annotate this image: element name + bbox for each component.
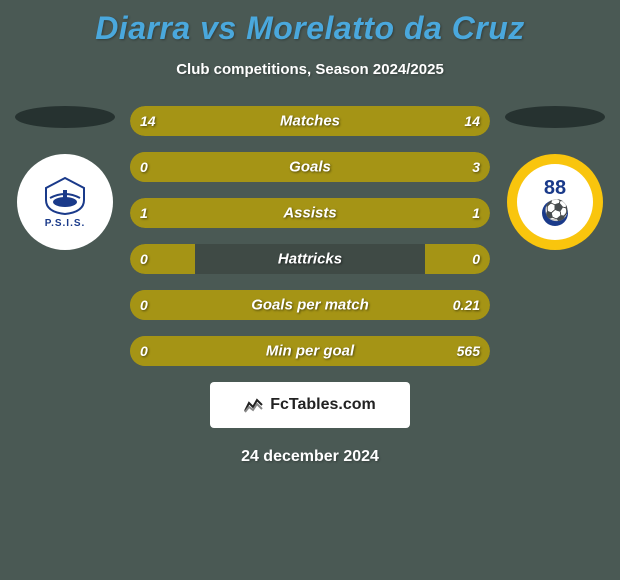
club-badge-left: P.S.I.S.: [17, 154, 113, 250]
stat-value-left: 0: [140, 297, 148, 313]
stat-label: Assists: [283, 205, 336, 222]
chart-icon: [244, 397, 264, 413]
comparison-card: Diarra vs Morelatto da Cruz Club competi…: [0, 0, 620, 580]
stat-value-right: 3: [472, 159, 480, 175]
player-shadow-right: [505, 106, 605, 128]
stat-row: 0 3 Goals: [130, 152, 490, 182]
stat-row: 14 14 Matches: [130, 106, 490, 136]
comparison-area: P.S.I.S. 14 14 Matches 0 3 Goals 1 1 Assists 0 0 Ha…: [0, 106, 620, 366]
stat-label: Matches: [280, 113, 340, 130]
stat-label: Goals: [289, 159, 331, 176]
stat-value-right: 1: [472, 205, 480, 221]
stat-row: 0 565 Min per goal: [130, 336, 490, 366]
brand-box[interactable]: FcTables.com: [210, 382, 410, 428]
stat-value-left: 1: [140, 205, 148, 221]
stat-value-right: 0.21: [453, 297, 480, 313]
stat-value-right: 14: [464, 113, 480, 129]
stat-value-left: 14: [140, 113, 156, 129]
stat-value-right: 565: [457, 343, 480, 359]
stat-value-left: 0: [140, 159, 148, 175]
stat-row: 0 0.21 Goals per match: [130, 290, 490, 320]
psis-crest-icon: [38, 176, 92, 216]
stats-column: 1414Matches03Goals11Assists00Hattricks00…: [130, 106, 490, 366]
stat-row: 0 0 Hattricks: [130, 244, 490, 274]
right-player-col: 88: [500, 106, 610, 250]
left-player-col: P.S.I.S.: [10, 106, 120, 250]
player-shadow-left: [15, 106, 115, 128]
page-subtitle: Club competitions, Season 2024/2025: [0, 61, 620, 78]
club-badge-right: 88: [507, 154, 603, 250]
soccer-ball-icon: [542, 200, 568, 226]
stat-label: Goals per match: [251, 297, 369, 314]
page-title: Diarra vs Morelatto da Cruz: [0, 10, 620, 47]
stat-value-left: 0: [140, 343, 148, 359]
badge-right-number: 88: [544, 178, 566, 198]
stat-value-right: 0: [472, 251, 480, 267]
stat-value-left: 0: [140, 251, 148, 267]
date-line: 24 december 2024: [0, 448, 620, 466]
stat-label: Min per goal: [266, 343, 354, 360]
stat-row: 1 1 Assists: [130, 198, 490, 228]
badge-left-text: P.S.I.S.: [45, 218, 86, 229]
stat-label: Hattricks: [278, 251, 342, 268]
badge-left-inner: P.S.I.S.: [30, 167, 100, 237]
brand-text: FcTables.com: [270, 396, 376, 414]
stat-bar-right: [425, 244, 490, 274]
stat-bar-right: [310, 198, 490, 228]
badge-right-inner: 88: [517, 164, 593, 240]
